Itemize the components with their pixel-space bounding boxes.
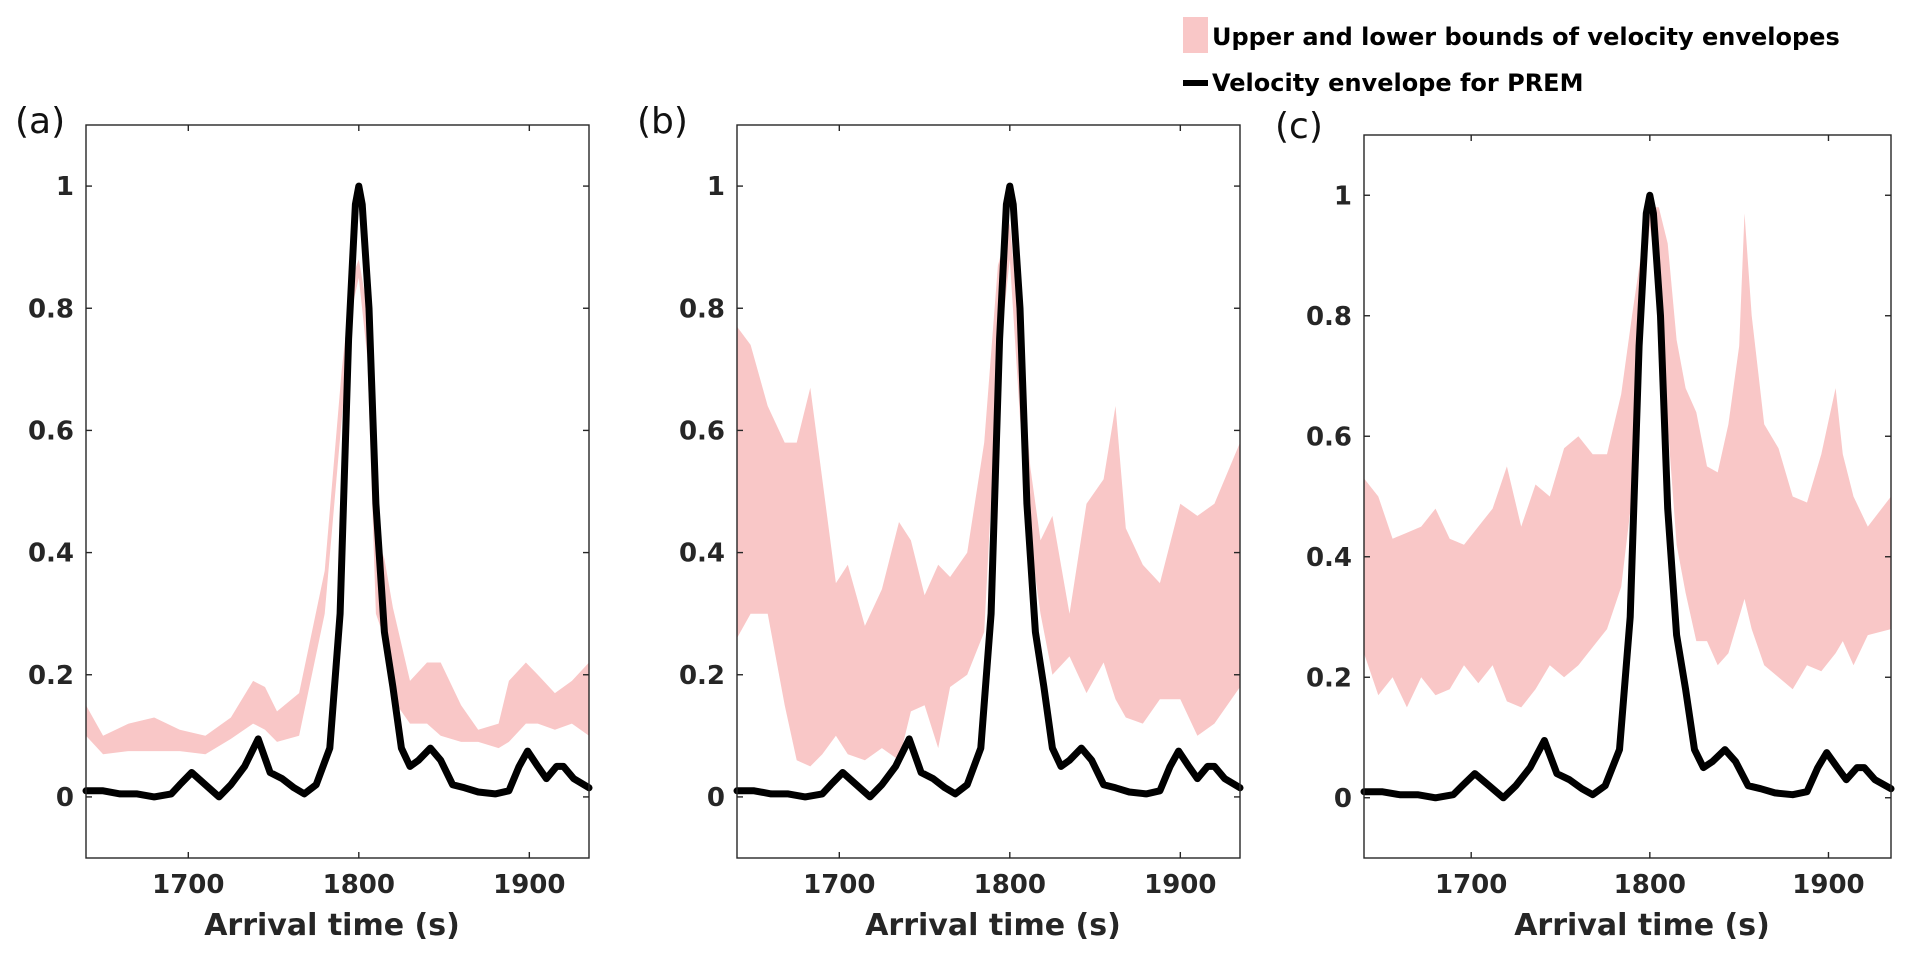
panel-a-xtick-label: 1700 <box>152 870 224 900</box>
panel-b-ytick-label: 0 <box>707 783 725 813</box>
panel-a-xtick-label: 1800 <box>323 870 395 900</box>
panel-b-ytick-label: 0.8 <box>679 294 725 324</box>
panel-b-ytick-label: 0.2 <box>679 661 725 691</box>
panel-b-ytick-label: 0.6 <box>679 416 725 446</box>
legend-band-swatch <box>1183 17 1208 53</box>
panel-c-xlabel: Arrival time (s) <box>1514 908 1770 943</box>
panel-a-ytick-label: 1 <box>56 172 74 202</box>
panel-a-ytick-label: 0.4 <box>28 539 74 569</box>
legend: Upper and lower bounds of velocity envel… <box>1183 17 1840 97</box>
panel-a-plot: 0 0.2 0.4 0.6 0.8 1 1700 1800 1900 <box>28 124 593 900</box>
panel-b-ytick-label: 0.4 <box>679 539 725 569</box>
panel-a-xlabel: Arrival time (s) <box>204 908 460 943</box>
panel-c-ytick-label: 0 <box>1334 784 1352 814</box>
panel-c-xtick-label: 1900 <box>1792 870 1864 900</box>
panel-c-ytick-label: 0.6 <box>1306 422 1352 452</box>
panel-b-bounds-band <box>737 222 1240 767</box>
panel-c-label: (c) <box>1275 106 1323 147</box>
panel-c-xtick-label: 1800 <box>1614 870 1686 900</box>
panel-c-prem-line <box>1360 191 1895 802</box>
panel-a-xtick-label: 1900 <box>493 870 565 900</box>
panel-b-prem-line <box>733 182 1244 801</box>
panel-a-prem-line <box>82 182 593 801</box>
panel-b-ytick-label: 1 <box>707 172 725 202</box>
panel-c: (c) 0 0.2 0.4 0.6 0.8 1 1700 1800 1900 Arrival t… <box>1275 106 1895 943</box>
panel-b-axes-box <box>736 124 1241 859</box>
panel-c-plot: 0 0.2 0.4 0.6 0.8 1 1700 1800 1900 <box>1306 134 1895 900</box>
legend-line-label: Velocity envelope for PREM <box>1212 69 1583 97</box>
panel-a-label: (a) <box>15 101 65 142</box>
panel-a-ytick-label: 0.8 <box>28 294 74 324</box>
panel-b-label: (b) <box>637 101 688 142</box>
panel-a-ytick-label: 0.2 <box>28 661 74 691</box>
panel-c-ytick-label: 1 <box>1334 181 1352 211</box>
legend-band-label: Upper and lower bounds of velocity envel… <box>1212 23 1840 51</box>
legend-line-swatch <box>1183 80 1208 86</box>
panel-b: (b) 0 0.2 0.4 0.6 0.8 1 1700 1800 1900 Arrival t… <box>637 101 1244 943</box>
panel-b-plot: 0 0.2 0.4 0.6 0.8 1 1700 1800 1900 <box>679 124 1244 900</box>
panel-a-ytick-label: 0.6 <box>28 416 74 446</box>
panel-b-xtick-label: 1900 <box>1144 870 1216 900</box>
panel-c-bounds-band <box>1364 207 1891 708</box>
panel-a: (a) 0 0.2 0.4 0.6 0.8 1 1700 1800 1900 Arrival t… <box>15 101 593 943</box>
panel-b-xlabel: Arrival time (s) <box>865 908 1121 943</box>
panel-c-ytick-label: 0.8 <box>1306 302 1352 332</box>
panel-c-axes-box <box>1363 134 1892 859</box>
panel-c-ytick-label: 0.4 <box>1306 543 1352 573</box>
panel-c-ytick-label: 0.2 <box>1306 663 1352 693</box>
panel-b-xtick-label: 1700 <box>803 870 875 900</box>
panel-c-xtick-label: 1700 <box>1435 870 1507 900</box>
panel-a-ytick-label: 0 <box>56 783 74 813</box>
panel-a-bounds-band <box>86 259 589 755</box>
panel-b-xtick-label: 1800 <box>974 870 1046 900</box>
panel-a-axes-box <box>85 124 590 859</box>
